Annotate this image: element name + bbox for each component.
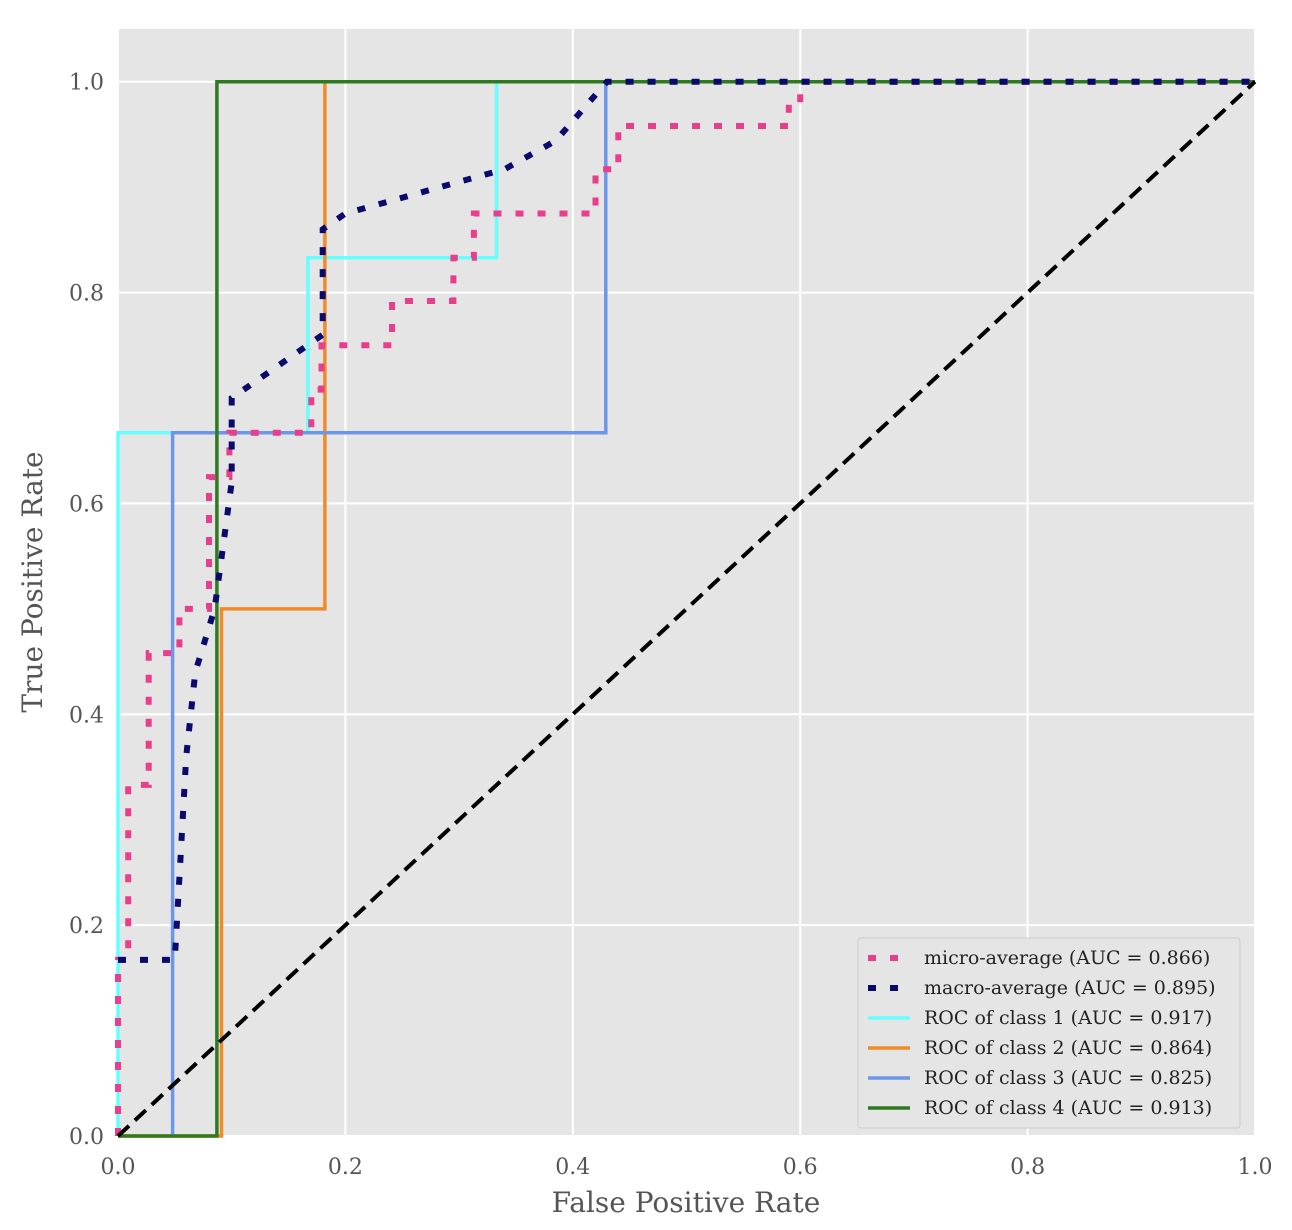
y-tick-label: 0.8: [69, 282, 104, 307]
legend: micro-average (AUC = 0.866) macro-average…: [857, 937, 1241, 1129]
x-tick-label: 0.0: [101, 1155, 136, 1180]
y-tick-label: 0.6: [69, 492, 104, 517]
x-tick-labels: 0.0 0.2 0.4 0.6 0.8 1.0: [101, 1155, 1273, 1180]
legend-box: [857, 937, 1241, 1129]
x-tick-label: 0.2: [328, 1155, 363, 1180]
y-tick-label: 0.0: [69, 1125, 104, 1150]
series-line-chance: [116, 80, 1257, 1138]
legend-label: ROC of class 4 (AUC = 0.913): [924, 1097, 1212, 1119]
x-axis-label: False Positive Rate: [552, 1186, 821, 1219]
legend-label: ROC of class 3 (AUC = 0.825): [924, 1067, 1212, 1089]
legend-label: micro-average (AUC = 0.866): [924, 947, 1210, 969]
y-tick-label: 0.2: [69, 914, 104, 939]
grid-lines: [117, 29, 1256, 1137]
x-tick-label: 0.6: [783, 1155, 818, 1180]
x-tick-label: 1.0: [1238, 1155, 1273, 1180]
y-axis-label: True Positive Rate: [16, 451, 49, 712]
x-tick-label: 0.8: [1010, 1155, 1045, 1180]
series-line-macro-average: [118, 78, 1255, 963]
legend-label: ROC of class 1 (AUC = 0.917): [924, 1007, 1212, 1029]
y-tick-label: 1.0: [69, 71, 104, 96]
series-layer: [115, 78, 1257, 1138]
x-tick-label: 0.4: [555, 1155, 590, 1180]
y-tick-labels: 0.0 0.2 0.4 0.6 0.8 1.0: [69, 71, 104, 1150]
legend-label: macro-average (AUC = 0.895): [924, 977, 1216, 999]
legend-label: ROC of class 2 (AUC = 0.864): [924, 1037, 1212, 1059]
y-tick-label: 0.4: [69, 703, 104, 728]
series-line-micro-average: [115, 78, 1255, 1136]
